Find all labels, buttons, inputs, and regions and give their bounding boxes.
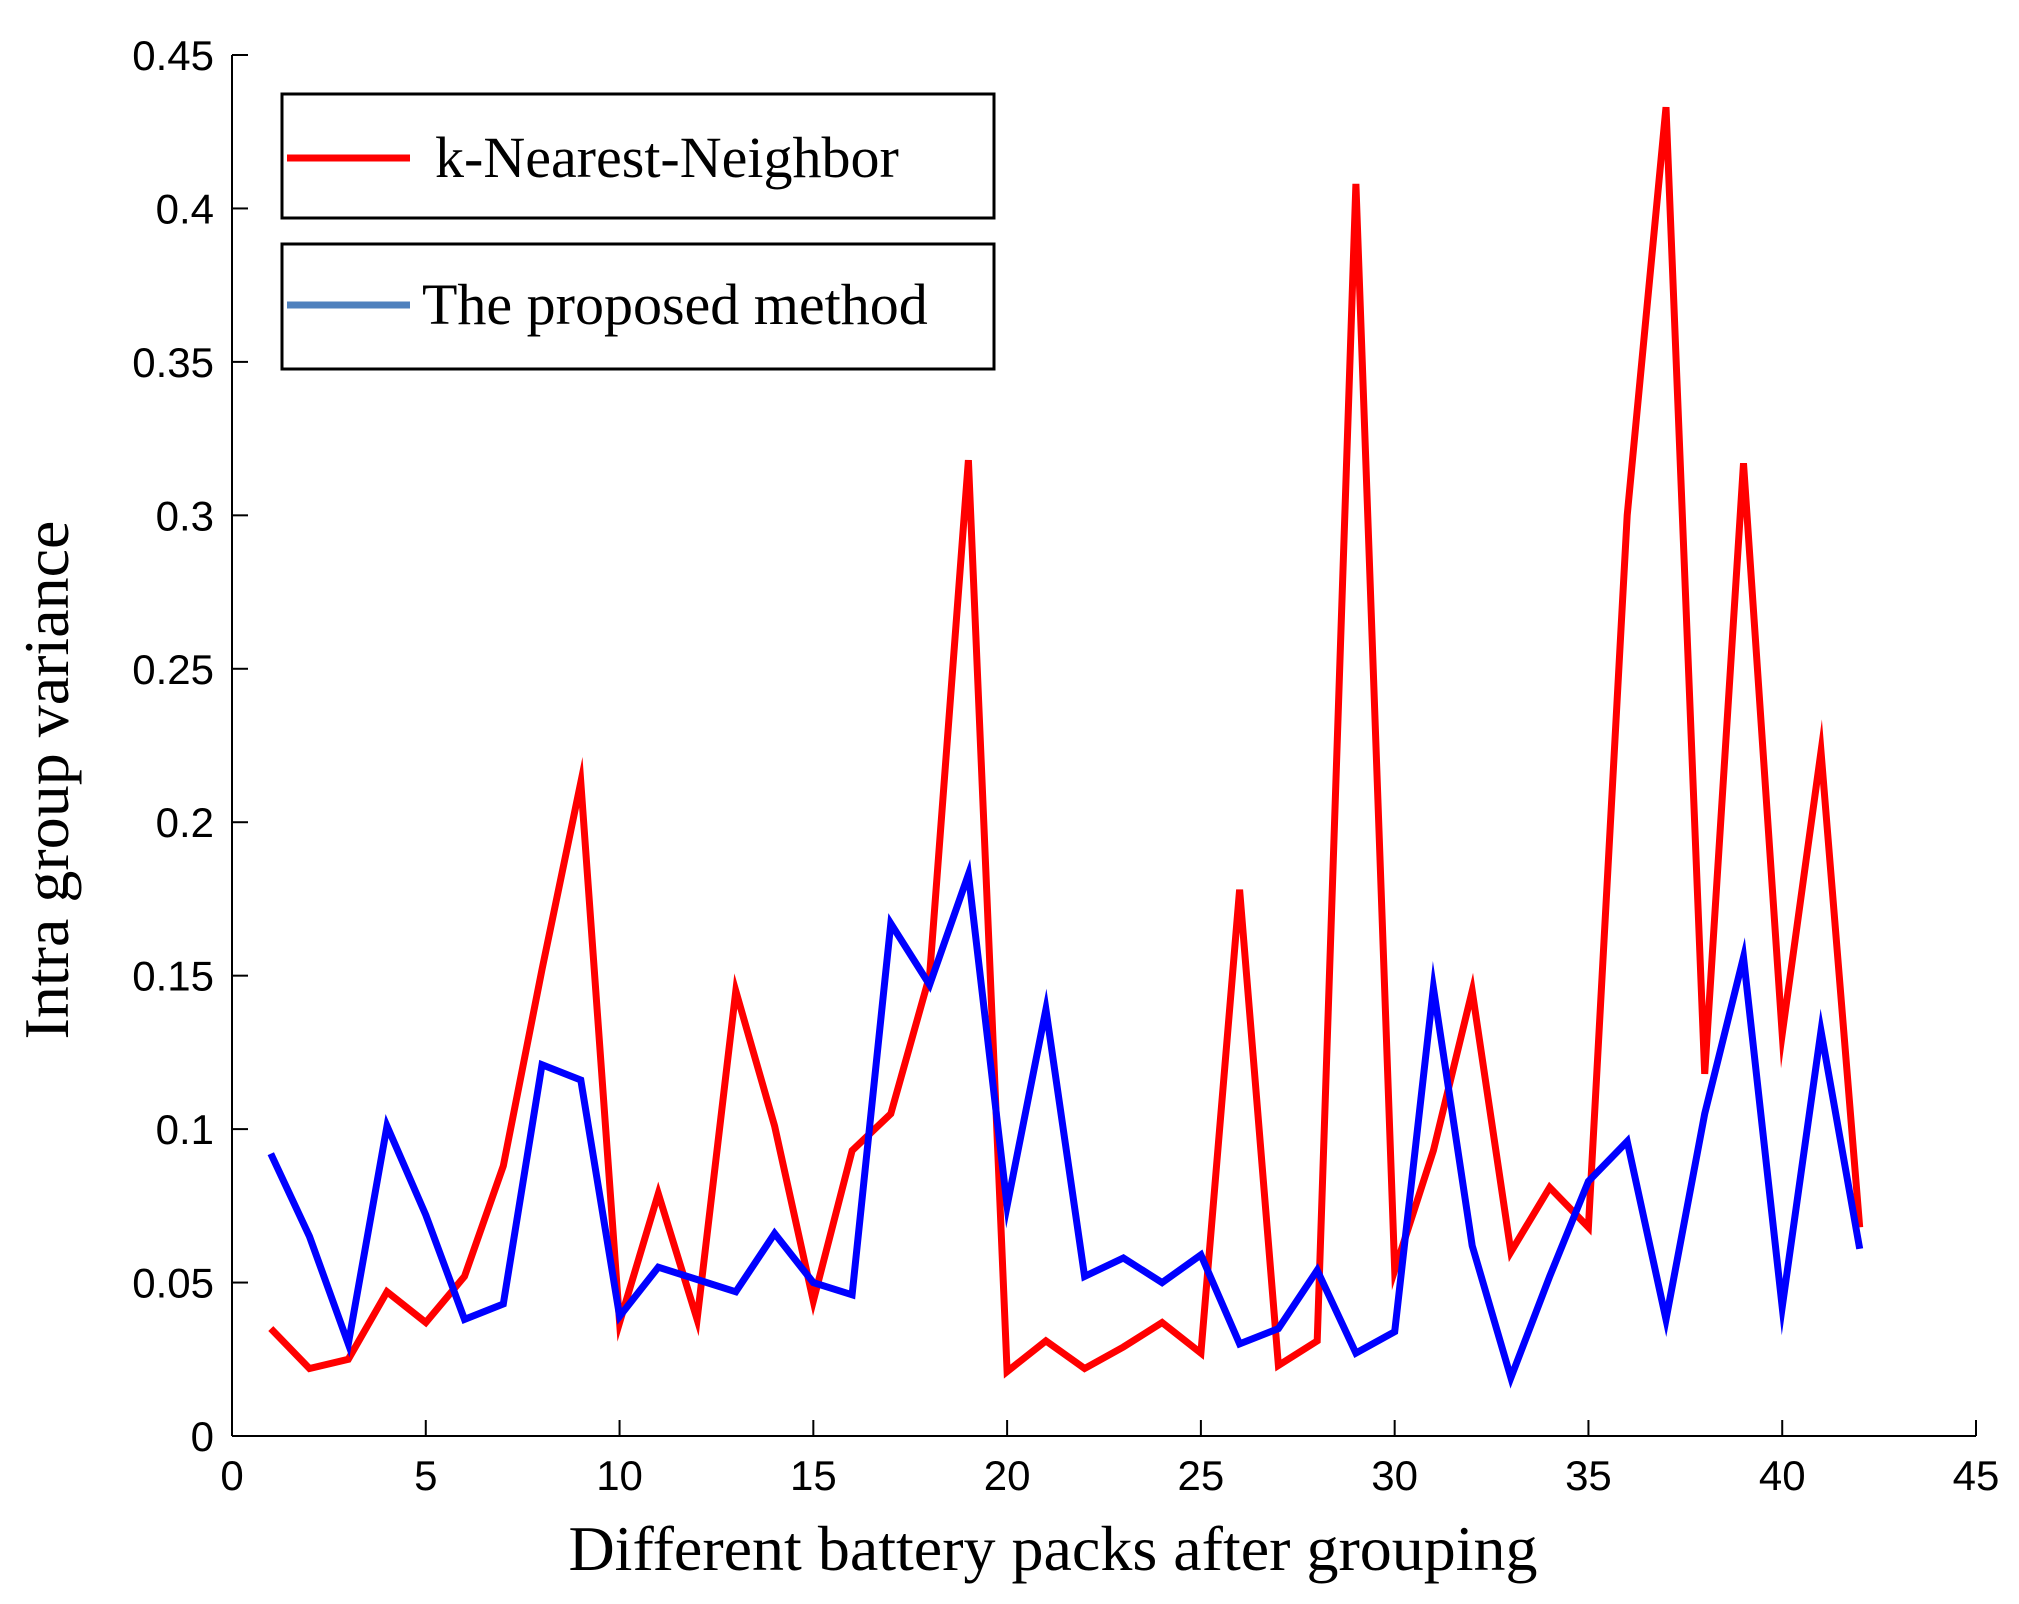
y-tick-label: 0.05	[132, 1260, 214, 1307]
y-tick-label: 0.45	[132, 32, 214, 79]
x-tick-label: 25	[1178, 1452, 1225, 1499]
ticks-layer: 0 5 10 15 20 25 30 35 40 45 0 0.05 0.1 0.15 0.2 0.25 0.3…	[132, 32, 1999, 1499]
x-tick-label: 15	[790, 1452, 837, 1499]
series-line-knn	[268, 106, 1864, 1379]
x-tick-label: 20	[984, 1452, 1031, 1499]
y-tick-label: 0	[191, 1413, 214, 1460]
y-tick-label: 0.15	[132, 953, 214, 1000]
x-tick-label: 45	[1953, 1452, 2000, 1499]
series-layer	[267, 106, 1864, 1389]
series-line-proposed	[267, 858, 1864, 1389]
y-tick-label: 0.35	[132, 339, 214, 386]
x-axis-title: Different battery packs after grouping	[568, 1513, 1537, 1584]
y-tick-label: 0.1	[156, 1106, 214, 1153]
x-tick-label: 10	[596, 1452, 643, 1499]
x-tick-label: 30	[1371, 1452, 1418, 1499]
x-tick-label: 5	[414, 1452, 437, 1499]
y-tick-label: 0.2	[156, 799, 214, 846]
x-tick-label: 35	[1565, 1452, 1612, 1499]
legend: k-Nearest-Neighbor The proposed method	[280, 92, 996, 371]
y-axis-title: Intra group variance	[11, 521, 82, 1040]
axes-layer	[231, 55, 1976, 1437]
legend-label-proposed: The proposed method	[422, 272, 928, 337]
y-tick-label: 0.4	[156, 185, 214, 232]
x-tick-label: 0	[220, 1452, 243, 1499]
y-tick-label: 0.25	[132, 646, 214, 693]
x-tick-label: 40	[1759, 1452, 1806, 1499]
y-tick-label: 0.3	[156, 492, 214, 539]
legend-label-knn: k-Nearest-Neighbor	[435, 125, 899, 190]
